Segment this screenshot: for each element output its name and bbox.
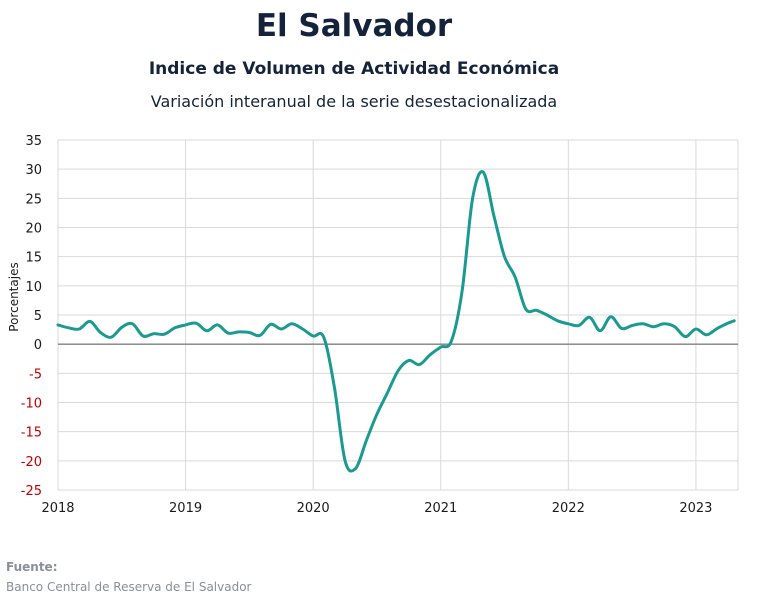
source-label: Fuente: bbox=[6, 560, 58, 574]
x-tick-label: 2022 bbox=[552, 501, 585, 516]
y-axis-label: Porcentajes bbox=[7, 262, 21, 331]
x-tick-label: 2019 bbox=[169, 501, 202, 516]
y-tick-label: 20 bbox=[25, 222, 42, 237]
y-tick-label: -20 bbox=[21, 455, 42, 470]
chart-subtitle: Indice de Volumen de Actividad Económica bbox=[148, 59, 560, 79]
source-text: Banco Central de Reserva de El Salvador bbox=[6, 580, 252, 594]
y-tick-label: 5 bbox=[34, 309, 42, 324]
y-tick-label: 30 bbox=[25, 163, 42, 178]
y-tick-label: -25 bbox=[21, 484, 42, 499]
y-tick-label: 35 bbox=[25, 134, 42, 149]
y-tick-label: -15 bbox=[21, 426, 42, 441]
line-chart: 35 30 25 20 15 10 5 0 -5 -10 -15 -20 -25 2018 2019 2020… bbox=[7, 134, 739, 516]
series-line bbox=[56, 170, 736, 473]
y-tick-label: -10 bbox=[21, 397, 42, 412]
y-tick-label: 10 bbox=[25, 280, 42, 295]
y-tick-label: 15 bbox=[25, 251, 42, 266]
y-tick-label: 25 bbox=[25, 192, 42, 207]
y-tick-label: 0 bbox=[34, 338, 42, 353]
chart-subtitle-2: Variación interanual de la serie desesta… bbox=[150, 92, 558, 111]
y-tick-label: -5 bbox=[29, 367, 42, 382]
chart-title: El Salvador bbox=[255, 8, 453, 44]
x-tick-label: 2020 bbox=[297, 501, 330, 516]
x-tick-label: 2021 bbox=[424, 501, 457, 516]
x-tick-label: 2018 bbox=[41, 501, 74, 516]
x-tick-label: 2023 bbox=[679, 501, 712, 516]
